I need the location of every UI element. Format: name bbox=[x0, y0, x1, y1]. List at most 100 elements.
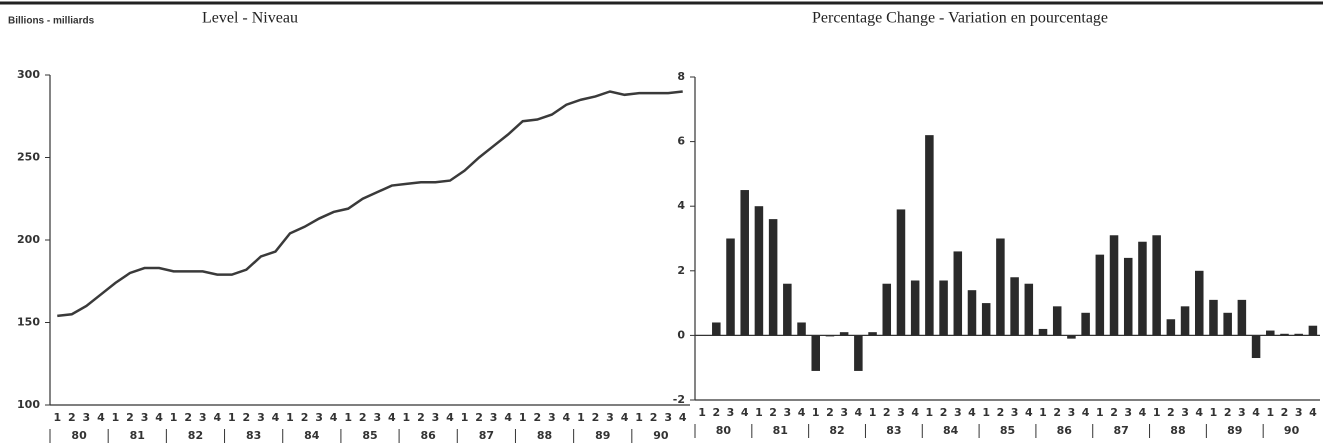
bar bbox=[981, 303, 991, 336]
bar bbox=[1166, 319, 1176, 336]
group-label: 82 bbox=[188, 429, 203, 442]
bar bbox=[1280, 333, 1289, 336]
bar bbox=[1052, 306, 1062, 336]
x-tick-label: 3 bbox=[315, 411, 323, 424]
bar bbox=[1223, 312, 1232, 336]
y-tick-label: 300 bbox=[17, 68, 40, 81]
x-tick-label: 4 bbox=[911, 406, 919, 419]
x-tick-label: 4 bbox=[504, 411, 512, 424]
x-tick-label: 3 bbox=[1124, 406, 1132, 419]
x-tick-label: 3 bbox=[199, 411, 207, 424]
bar bbox=[896, 209, 906, 336]
x-tick-label: 4 bbox=[1139, 406, 1147, 419]
bar bbox=[783, 283, 792, 336]
group-label: 90 bbox=[653, 429, 669, 442]
x-tick-label: 1 bbox=[926, 406, 934, 419]
x-tick-label: 4 bbox=[1025, 406, 1033, 419]
x-tick-label: 1 bbox=[461, 411, 469, 424]
group-label: 80 bbox=[71, 429, 87, 442]
y-tick-label: -2 bbox=[673, 393, 685, 406]
x-tick-label: 3 bbox=[490, 411, 498, 424]
x-tick-label: 4 bbox=[741, 406, 749, 419]
x-tick-label: 3 bbox=[897, 406, 905, 419]
x-tick-label: 3 bbox=[257, 411, 265, 424]
bar bbox=[1237, 299, 1247, 336]
bar bbox=[797, 322, 806, 336]
x-tick-label: 2 bbox=[1110, 406, 1118, 419]
x-tick-label: 3 bbox=[141, 411, 149, 424]
group-label: 89 bbox=[1227, 424, 1242, 437]
x-tick-label: 1 bbox=[1039, 406, 1047, 419]
group-label: 83 bbox=[246, 429, 261, 442]
bar bbox=[1294, 333, 1303, 336]
x-tick-label: 3 bbox=[784, 406, 792, 419]
x-tick-label: 2 bbox=[650, 411, 658, 424]
x-tick-label: 2 bbox=[301, 411, 309, 424]
group-label: 83 bbox=[886, 424, 901, 437]
x-tick-label: 3 bbox=[954, 406, 962, 419]
x-tick-label: 1 bbox=[755, 406, 763, 419]
group-label: 81 bbox=[130, 429, 145, 442]
bar bbox=[1081, 312, 1090, 336]
bar bbox=[825, 335, 835, 337]
x-tick-label: 4 bbox=[563, 411, 571, 424]
bar bbox=[953, 251, 963, 336]
bar bbox=[882, 283, 892, 336]
x-tick-label: 2 bbox=[184, 411, 192, 424]
x-tick-label: 2 bbox=[883, 406, 891, 419]
bar bbox=[811, 335, 820, 371]
x-tick-label: 2 bbox=[359, 411, 367, 424]
group-label: 90 bbox=[1284, 424, 1300, 437]
x-tick-label: 1 bbox=[170, 411, 178, 424]
y-axis-label: Billions - milliards bbox=[8, 16, 95, 27]
y-tick-label: 0 bbox=[677, 328, 685, 341]
bar bbox=[1038, 328, 1048, 336]
x-tick-label: 1 bbox=[812, 406, 820, 419]
bar bbox=[1251, 335, 1261, 359]
x-tick-label: 1 bbox=[869, 406, 877, 419]
x-tick-label: 4 bbox=[155, 411, 163, 424]
y-tick-label: 150 bbox=[17, 316, 40, 329]
x-tick-label: 3 bbox=[727, 406, 735, 419]
x-tick-label: 3 bbox=[1068, 406, 1076, 419]
x-tick-label: 2 bbox=[243, 411, 251, 424]
bar bbox=[1180, 306, 1190, 336]
group-label: 86 bbox=[1057, 424, 1073, 437]
x-tick-label: 3 bbox=[840, 406, 848, 419]
x-tick-label: 2 bbox=[1167, 406, 1175, 419]
group-label: 81 bbox=[773, 424, 788, 437]
group-label: 84 bbox=[304, 429, 320, 442]
bar bbox=[868, 332, 877, 336]
bar bbox=[967, 290, 977, 336]
y-tick-label: 100 bbox=[17, 398, 40, 411]
x-tick-label: 2 bbox=[712, 406, 720, 419]
group-label: 82 bbox=[829, 424, 844, 437]
x-tick-label: 3 bbox=[83, 411, 91, 424]
chart-title: Level - Niveau bbox=[202, 10, 298, 27]
group-label: 85 bbox=[1000, 424, 1015, 437]
x-tick-label: 4 bbox=[97, 411, 105, 424]
y-tick-label: 250 bbox=[17, 151, 40, 164]
x-tick-label: 4 bbox=[272, 411, 280, 424]
x-tick-label: 1 bbox=[286, 411, 294, 424]
x-tick-label: 1 bbox=[982, 406, 990, 419]
x-tick-label: 1 bbox=[112, 411, 120, 424]
bar bbox=[925, 135, 934, 336]
x-tick-label: 4 bbox=[446, 411, 454, 424]
bar bbox=[1095, 254, 1105, 336]
x-tick-label: 1 bbox=[1266, 406, 1274, 419]
x-tick-label: 2 bbox=[533, 411, 541, 424]
x-tick-label: 4 bbox=[798, 406, 806, 419]
x-tick-label: 2 bbox=[1053, 406, 1061, 419]
x-tick-label: 4 bbox=[213, 411, 221, 424]
x-tick-label: 1 bbox=[635, 411, 643, 424]
y-tick-label: 200 bbox=[17, 233, 40, 246]
x-tick-label: 3 bbox=[1011, 406, 1019, 419]
bar bbox=[712, 322, 721, 336]
group-label: 89 bbox=[595, 429, 610, 442]
x-tick-label: 2 bbox=[417, 411, 425, 424]
x-tick-label: 2 bbox=[769, 406, 777, 419]
x-tick-label: 3 bbox=[548, 411, 556, 424]
bar bbox=[1067, 335, 1076, 339]
